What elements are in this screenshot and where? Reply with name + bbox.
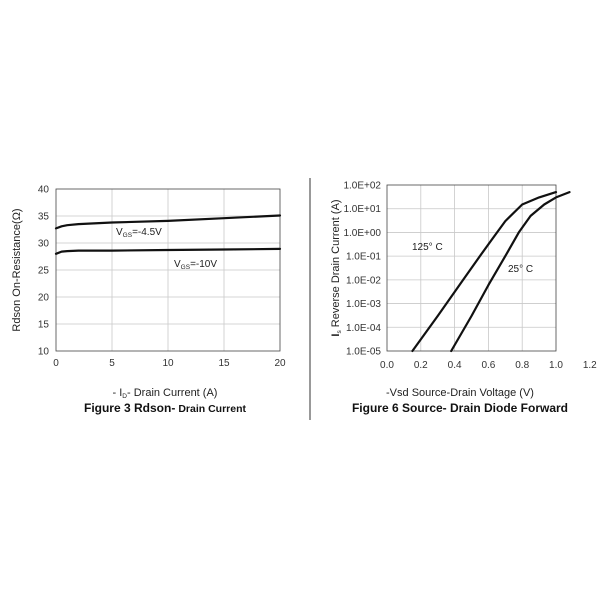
figure-3-y-tick-label: 30 <box>38 239 50 250</box>
figure-6-y-tick-label: 1.0E+01 <box>343 204 381 215</box>
figure-6-x-tick-label: 1.2 <box>583 360 597 371</box>
figure-6-x-tick-label: 0.6 <box>481 360 495 371</box>
figure-3-series-2-label: VGS=-10V <box>174 259 217 271</box>
figure-3-x-tick-label: 15 <box>218 358 230 369</box>
figure-6-y-tick-label: 1.0E-03 <box>346 299 381 310</box>
figure-6-y-tick-label: 1.0E-02 <box>346 275 381 286</box>
figure-6-y-tick-label: 1.0E+02 <box>343 181 381 192</box>
figure-3-x-tick-label: 5 <box>109 358 115 369</box>
figure-3-curves <box>54 214 282 255</box>
figure-3-y-tick-label: 40 <box>38 185 50 196</box>
figure-6-caption: Figure 6 Source- Drain Diode Forward <box>352 401 568 415</box>
figure-6-y-ticks: 1.0E-05 1.0E-04 1.0E-03 1.0E-02 1.0E-01 1.0E+… <box>343 181 381 358</box>
figure-3-y-axis-label: Rdson On-Resistance(Ω) <box>11 208 23 331</box>
figure-3-series-line-1 <box>54 214 282 230</box>
figure-6-series-1-label: 125° C <box>412 242 443 253</box>
figure-3-y-tick-label: 20 <box>38 293 50 304</box>
figure-6-grid <box>387 185 556 351</box>
figure-6-diode-chart: 0.0 0.2 0.4 0.6 0.8 1.0 1.2 1.0E-051.0E-041.0E… <box>330 181 597 416</box>
figure-3-x-tick-label: 0 <box>53 358 59 369</box>
figure-3-y-tick-label: 35 <box>38 212 50 223</box>
figure-3-series-1-label: VGS=-4.5V <box>116 227 162 239</box>
figure-6-x-tick-label: 1.0 <box>549 360 563 371</box>
figure-3-x-axis-label: - ID- Drain Current (A) <box>113 387 218 400</box>
figure-6-x-tick-label: 0.8 <box>515 360 529 371</box>
figure-6-x-ticks: 0.0 0.2 0.4 0.6 0.8 1.0 1.2 <box>380 360 597 371</box>
figure-6-y-tick-label: 1.0E-05 <box>346 347 381 358</box>
figure-6-y-tick-label: 1.0E-01 <box>346 252 381 263</box>
figure-3-series-line-2 <box>54 247 282 255</box>
figure-6-series-2-label: 25° C <box>508 264 533 275</box>
figure-3-y-ticks: 10 15 20 25 30 35 40 <box>38 185 50 358</box>
figure-3-y-tick-label: 10 <box>38 347 50 358</box>
figure-3-caption: Figure 3 Rdson- Drain Current <box>84 401 247 415</box>
figure-6-curves <box>411 191 571 353</box>
figure-6-series-line-1 <box>411 191 558 353</box>
figure-3-y-tick-label: 25 <box>38 266 50 277</box>
figure-3-x-ticks: 0 5 10 15 20 <box>53 358 286 369</box>
figure-6-x-tick-label: 0.4 <box>448 360 462 371</box>
figure-3-x-tick-label: 20 <box>274 358 286 369</box>
figure-6-y-axis-label: Is Reverse Drain Current (A) <box>330 199 343 336</box>
figure-3-plot-frame <box>55 188 281 352</box>
figure-6-series-line-2 <box>450 191 571 353</box>
figure-3-grid <box>56 189 280 351</box>
figure-6-x-axis-label: -Vsd Source-Drain Voltage (V) <box>386 387 534 399</box>
figure-6-y-tick-label: 1.0E-04 <box>346 323 381 334</box>
figure-6-x-tick-label: 0.0 <box>380 360 394 371</box>
figure-6-plot-frame <box>386 184 557 352</box>
figure-6-x-tick-label: 0.2 <box>414 360 428 371</box>
figure-3-y-tick-label: 15 <box>38 320 50 331</box>
figure-3-x-tick-label: 10 <box>162 358 174 369</box>
figure-6-y-tick-label: 1.0E+00 <box>343 228 381 239</box>
figure-3-rdson-chart: 0 5 10 15 20 10 15 20 25 30 35 40 VGS=-4.5V VGS=-1… <box>11 185 286 416</box>
